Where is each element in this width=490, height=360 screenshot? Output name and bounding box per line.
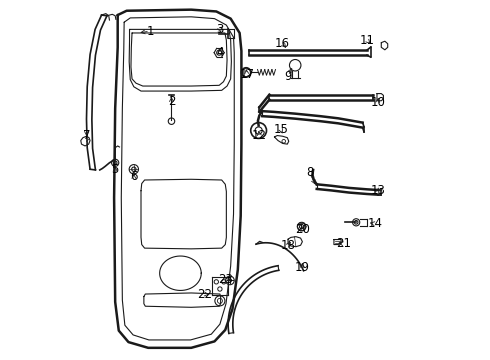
Text: 15: 15 [273,123,288,136]
Text: 6: 6 [130,170,138,183]
Text: 4: 4 [216,46,223,59]
Text: 11: 11 [360,33,374,47]
Text: 23: 23 [219,273,233,286]
Text: 3: 3 [216,23,223,36]
Text: 10: 10 [370,96,385,109]
Text: 12: 12 [252,129,267,142]
Text: 19: 19 [295,261,310,274]
Text: 14: 14 [368,217,382,230]
Text: 21: 21 [336,237,351,250]
Text: 20: 20 [295,223,310,236]
Text: 9: 9 [284,69,292,82]
Text: 1: 1 [146,25,154,38]
Text: 2: 2 [168,95,175,108]
Text: 22: 22 [197,288,212,301]
Text: 5: 5 [112,163,119,176]
Text: 16: 16 [275,37,290,50]
Text: 17: 17 [239,68,254,81]
Text: 18: 18 [281,239,295,252]
Text: 7: 7 [83,129,90,142]
Text: 8: 8 [306,166,313,179]
Text: 13: 13 [370,184,385,197]
